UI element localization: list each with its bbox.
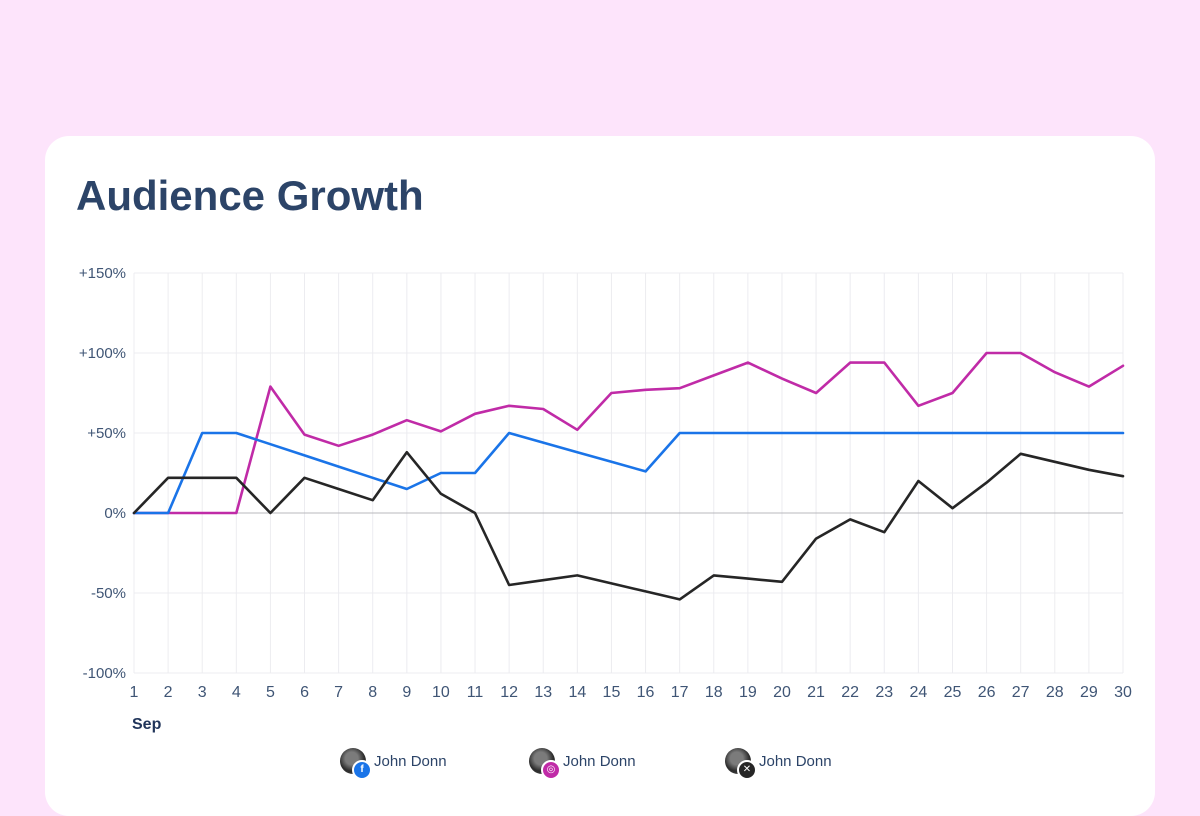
x-tick-label: 6 bbox=[300, 684, 309, 701]
x-tick-label: 22 bbox=[841, 684, 859, 701]
y-tick-label: -100% bbox=[83, 665, 126, 682]
x-tick-label: 14 bbox=[568, 684, 586, 701]
legend-label: John Donn bbox=[563, 752, 636, 770]
y-tick-label: 0% bbox=[104, 505, 126, 522]
x-tick-label: 17 bbox=[671, 684, 689, 701]
facebook-icon: f bbox=[352, 760, 372, 780]
x-tick-label: 5 bbox=[266, 684, 275, 701]
x-tick-label: 25 bbox=[944, 684, 962, 701]
x-tick-label: 28 bbox=[1046, 684, 1064, 701]
x-tick-label: 15 bbox=[603, 684, 621, 701]
x-tick-label: 13 bbox=[534, 684, 552, 701]
x-tick-label: 16 bbox=[637, 684, 655, 701]
page-title: Audience Growth bbox=[76, 172, 424, 219]
x-tick-label: 10 bbox=[432, 684, 450, 701]
x-tick-label: 11 bbox=[467, 684, 484, 701]
x-icon: ✕ bbox=[737, 760, 757, 780]
x-tick-label: 12 bbox=[500, 684, 518, 701]
x-tick-label: 8 bbox=[368, 684, 377, 701]
x-tick-label: 29 bbox=[1080, 684, 1098, 701]
x-tick-label: 2 bbox=[164, 684, 173, 701]
legend-label: John Donn bbox=[374, 752, 447, 770]
x-tick-label: 1 bbox=[130, 684, 139, 701]
avatar: ◎ bbox=[529, 748, 561, 780]
x-tick-label: 24 bbox=[909, 684, 927, 701]
x-tick-label: 19 bbox=[739, 684, 757, 701]
legend-label: John Donn bbox=[759, 752, 832, 770]
avatar: ✕ bbox=[725, 748, 757, 780]
y-tick-label: +150% bbox=[79, 265, 126, 282]
legend-item-instagram[interactable]: ◎ John Donn bbox=[529, 748, 636, 780]
avatar: f bbox=[340, 748, 372, 780]
x-tick-label: 20 bbox=[773, 684, 791, 701]
x-tick-label: 9 bbox=[402, 684, 411, 701]
chart-card bbox=[45, 136, 1155, 816]
x-tick-label: 3 bbox=[198, 684, 207, 701]
series-line-instagram bbox=[132, 351, 1125, 515]
x-tick-label: 30 bbox=[1114, 684, 1132, 701]
instagram-icon: ◎ bbox=[541, 760, 561, 780]
y-tick-label: +50% bbox=[87, 425, 126, 442]
x-tick-label: 4 bbox=[232, 684, 241, 701]
series-line-facebook bbox=[132, 431, 1125, 515]
x-month-label: Sep bbox=[132, 716, 162, 733]
x-tick-label: 18 bbox=[705, 684, 723, 701]
x-tick-label: 23 bbox=[875, 684, 893, 701]
series-line-x bbox=[132, 450, 1125, 601]
legend-item-x[interactable]: ✕ John Donn bbox=[725, 748, 832, 780]
legend-item-facebook[interactable]: f John Donn bbox=[340, 748, 447, 780]
x-tick-label: 21 bbox=[807, 684, 825, 701]
x-tick-label: 7 bbox=[334, 684, 343, 701]
y-tick-label: -50% bbox=[91, 585, 126, 602]
x-tick-label: 27 bbox=[1012, 684, 1030, 701]
x-tick-label: 26 bbox=[978, 684, 996, 701]
y-tick-label: +100% bbox=[79, 345, 126, 362]
